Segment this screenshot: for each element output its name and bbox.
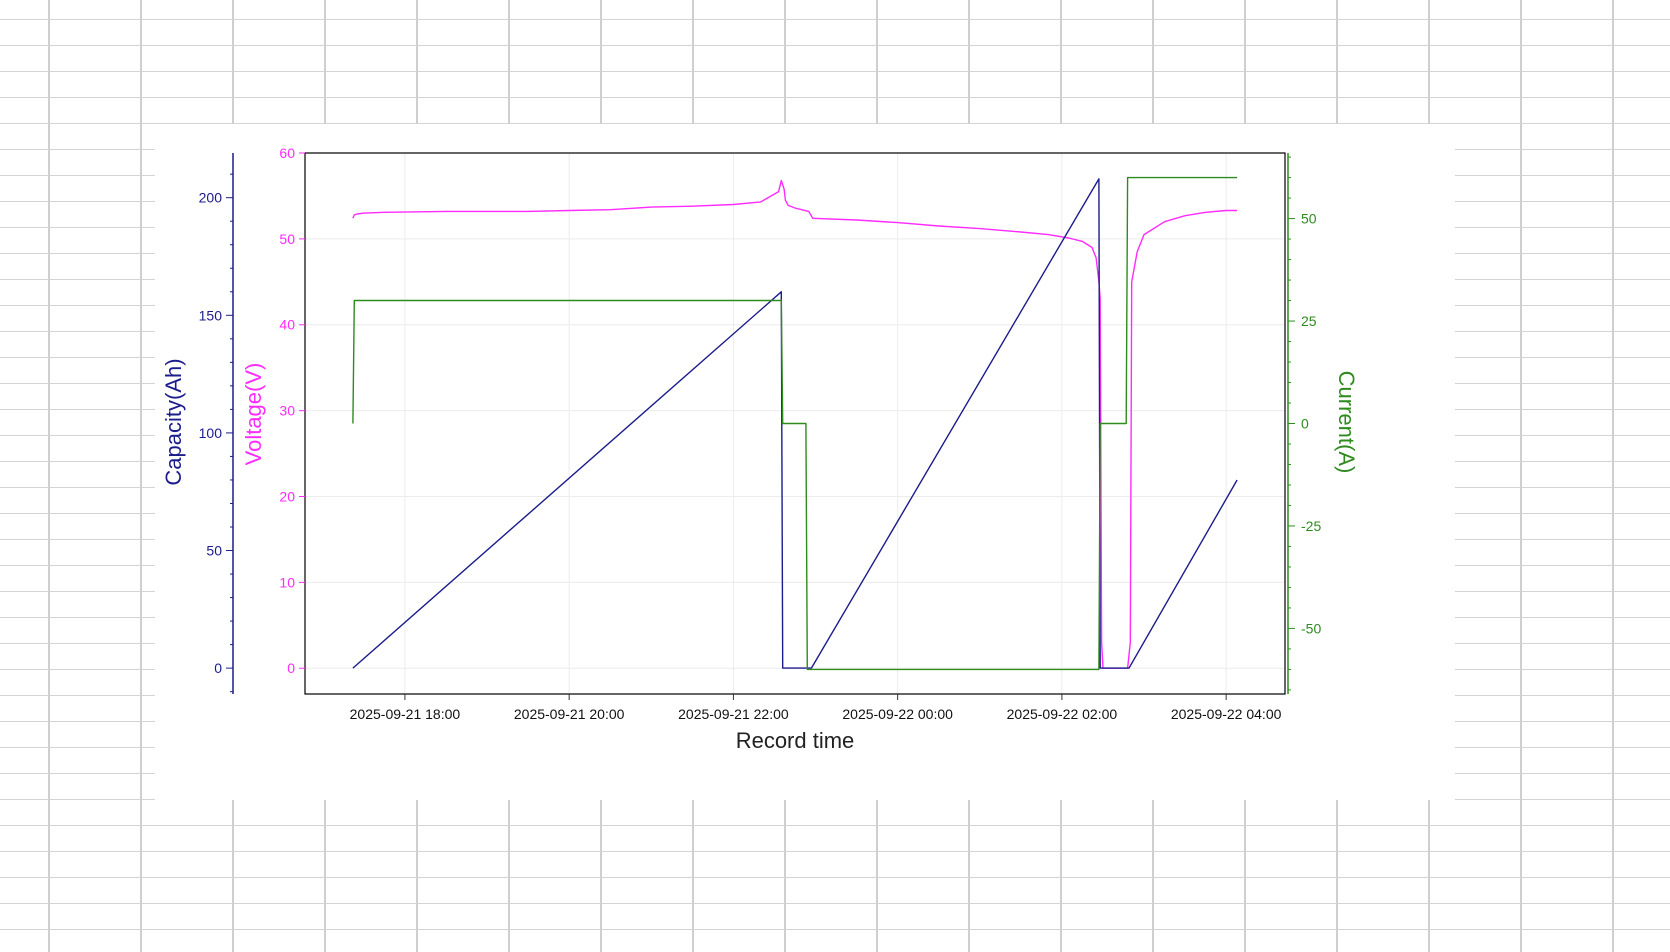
current-tick-label: -50 [1301, 620, 1321, 636]
voltage-tick-label: 20 [279, 488, 295, 504]
x-axis-title: Record time [736, 728, 855, 753]
capacity-tick-label: 200 [199, 190, 223, 206]
voltage-tick-label: 50 [279, 231, 295, 247]
x-tick-label: 2025-09-22 00:00 [842, 706, 953, 722]
voltage-axis-title: Voltage(V) [241, 363, 266, 466]
x-tick-label: 2025-09-21 20:00 [514, 706, 625, 722]
capacity-tick-label: 0 [214, 660, 222, 676]
x-tick-label: 2025-09-21 18:00 [350, 706, 461, 722]
voltage-tick-label: 40 [279, 317, 295, 333]
capacity-axis-title: Capacity(Ah) [161, 358, 186, 485]
x-tick-label: 2025-09-22 04:00 [1171, 706, 1282, 722]
chart-svg: 2025-09-21 18:00 2025-09-21 20:00 2025-09-… [161, 145, 1359, 753]
voltage-tick-label: 60 [279, 145, 295, 161]
voltage-tick-label: 10 [279, 574, 295, 590]
x-tick-label: 2025-09-21 22:00 [678, 706, 789, 722]
current-axis-title: Current(A) [1334, 371, 1359, 474]
voltage-tick-label: 30 [279, 403, 295, 419]
capacity-tick-label: 150 [199, 307, 223, 323]
capacity-tick-label: 50 [206, 543, 222, 559]
chart-panel: 2025-09-21 18:00 2025-09-21 20:00 2025-09-… [155, 124, 1455, 800]
current-series-line [352, 176, 1238, 671]
plot-frame [304, 152, 1286, 695]
x-tick-label: 2025-09-22 02:00 [1007, 706, 1118, 722]
current-tick-label: -25 [1301, 518, 1321, 534]
axis-layer: 2025-09-21 18:00 2025-09-21 20:00 2025-09-… [199, 145, 1322, 722]
current-tick-label: 50 [1301, 211, 1317, 227]
current-tick-label: 0 [1301, 416, 1309, 432]
current-tick-label: 25 [1301, 313, 1317, 329]
voltage-series-line [352, 179, 1238, 669]
series-layer [352, 176, 1238, 671]
capacity-tick-label: 100 [199, 425, 223, 441]
voltage-tick-label: 0 [287, 660, 295, 676]
